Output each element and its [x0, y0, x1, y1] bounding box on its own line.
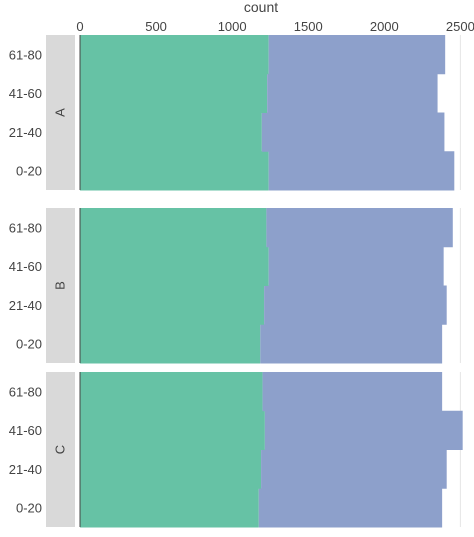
x-axis-ticks: 0 500 1000 1500 2000 2500	[76, 19, 474, 34]
bar-segment	[264, 410, 463, 450]
facet-strip	[46, 35, 75, 190]
x-tick-label: 1000	[218, 19, 247, 34]
y-category-label: 61-80	[9, 47, 42, 62]
facet-panel-A: A 0-20 21-40 41-60 61-80	[9, 35, 461, 191]
y-category-label: 21-40	[9, 298, 42, 313]
y-category-label: 0-20	[16, 164, 42, 179]
y-category-label: 21-40	[9, 462, 42, 477]
bar-segment	[80, 246, 269, 286]
bar-segment	[80, 73, 268, 113]
bar-segment	[268, 35, 446, 75]
facet-panel-B: B 0-20 21-40 41-60 61-80	[9, 208, 461, 364]
bar-segment	[264, 285, 447, 325]
bar-segment	[261, 449, 447, 489]
bar-segment	[80, 285, 265, 325]
facet-strip	[46, 208, 75, 363]
y-category-label: 21-40	[9, 125, 42, 140]
facet-strip-label: C	[53, 445, 68, 454]
bar-segment	[261, 112, 445, 152]
y-category-label: 0-20	[16, 501, 42, 516]
bar-segment	[80, 488, 259, 528]
x-tick-label: 2000	[370, 19, 399, 34]
bar-segment	[80, 372, 263, 412]
bar-segment	[258, 488, 443, 528]
y-category-label: 0-20	[16, 337, 42, 352]
bar-segment	[267, 73, 438, 113]
x-axis-title: count	[244, 0, 278, 15]
y-category-label: 61-80	[9, 220, 42, 235]
y-category-label: 41-60	[9, 86, 42, 101]
facet-panels: A 0-20 21-40 41-60 61-80 B 0-20 21-40 41-60 61-80…	[9, 35, 463, 528]
bar-segment	[268, 151, 455, 191]
y-category-label: 61-80	[9, 384, 42, 399]
bar-segment	[80, 324, 261, 364]
bar-segment	[260, 324, 443, 364]
bar-segment	[80, 151, 269, 191]
bar-segment	[80, 410, 265, 450]
bar-segment	[80, 112, 262, 152]
facet-strip-label: B	[53, 281, 68, 290]
bar-segment	[80, 208, 267, 248]
bar-segment	[266, 208, 453, 248]
y-category-label: 41-60	[9, 423, 42, 438]
y-category-label: 41-60	[9, 259, 42, 274]
x-tick-label: 2500	[446, 19, 474, 34]
bar-segment	[268, 246, 444, 286]
bar-segment	[262, 372, 443, 412]
x-tick-label: 0	[76, 19, 83, 34]
bar-segment	[80, 449, 262, 489]
facet-strip	[46, 372, 75, 527]
x-tick-label: 1500	[294, 19, 323, 34]
facet-panel-C: C 0-20 21-40 41-60 61-80	[9, 372, 463, 528]
facet-strip-label: A	[53, 108, 68, 117]
bar-segment	[80, 35, 269, 75]
x-tick-label: 500	[145, 19, 167, 34]
